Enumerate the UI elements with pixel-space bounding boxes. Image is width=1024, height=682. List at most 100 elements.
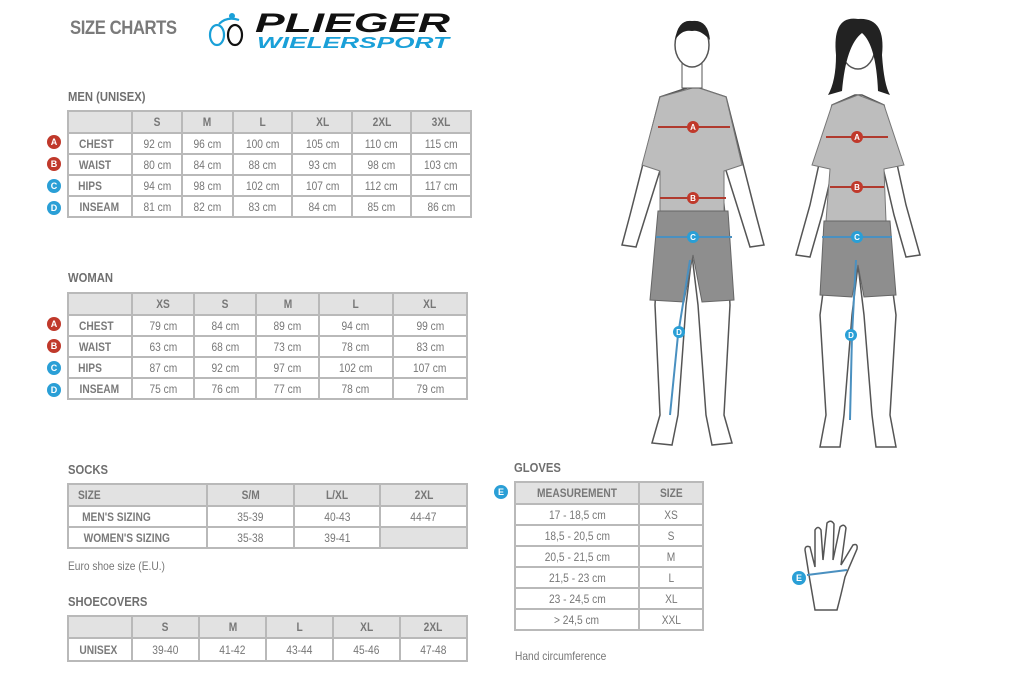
- cell-text: L: [668, 570, 674, 585]
- cell-text: 75 cm: [149, 381, 177, 396]
- table-cell: XXL: [638, 608, 704, 631]
- cell-text: CHEST: [79, 136, 114, 151]
- man-figure: [621, 20, 765, 446]
- table-cell: 35-38: [206, 526, 295, 549]
- table-row: 21,5 - 23 cm L: [514, 566, 704, 589]
- cell-text: M: [666, 549, 676, 564]
- socks-size-table: SIZE S/M L/XL 2XL MEN'S SIZING 35-39 40-43 44-4…: [67, 483, 468, 549]
- table-cell: 83 cm: [391, 335, 469, 358]
- cell-text: 68 cm: [211, 339, 240, 354]
- cell-text: 117 cm: [424, 178, 458, 193]
- table-cell: 18,5 - 20,5 cm: [514, 524, 640, 547]
- cell-text: MEN'S SIZING: [82, 509, 151, 524]
- brand-logo: PLIEGER WIELERSPORT: [208, 8, 451, 52]
- cell-text: 97 cm: [273, 360, 302, 375]
- table-row: INSEAM 75 cm 76 cm 77 cm 78 cm 79 cm: [67, 377, 469, 400]
- table-header-row: SIZE S/M L/XL 2XL: [67, 483, 468, 507]
- cell-text: WOMEN'S SIZING: [83, 530, 170, 545]
- table-cell: SIZE: [638, 481, 704, 505]
- table-cell: 3XL: [410, 110, 472, 134]
- cell-text: S/M: [241, 488, 260, 502]
- table-cell: 112 cm: [351, 174, 413, 197]
- table-row: 20,5 - 21,5 cm M: [514, 545, 704, 568]
- table-cell: 41-42: [198, 637, 267, 662]
- svg-text:WIELERSPORT: WIELERSPORT: [257, 35, 451, 52]
- table-cell: 100 cm: [231, 132, 294, 155]
- cell-text: SIZE: [78, 488, 101, 502]
- table-cell: MEN'S SIZING: [67, 505, 208, 528]
- cell-text: 43-44: [286, 642, 313, 657]
- cell-text: 84 cm: [308, 199, 337, 214]
- table-cell: 92 cm: [193, 356, 258, 379]
- table-row: 17 - 18,5 cm XS: [514, 503, 704, 526]
- table-cell: 94 cm: [130, 174, 184, 197]
- table-cell: WAIST: [67, 335, 133, 358]
- svg-text:B: B: [854, 183, 860, 192]
- table-cell: S/M: [206, 483, 295, 507]
- cell-text: XL: [664, 591, 678, 606]
- socks-note: Euro shoe size (E.U.): [68, 559, 165, 573]
- badge-a: A: [47, 135, 61, 149]
- table-cell: 2XL: [399, 615, 468, 639]
- badge-d: D: [47, 383, 61, 397]
- cell-text: 92 cm: [143, 136, 172, 151]
- cell-text: 47-48: [420, 642, 447, 657]
- bicycle-icon: [208, 13, 244, 47]
- svg-text:E: E: [796, 573, 802, 583]
- table-cell: 92 cm: [130, 132, 184, 155]
- table-cell: 68 cm: [193, 335, 258, 358]
- table-cell: XL: [291, 110, 354, 134]
- badge-e: E: [494, 485, 508, 499]
- cell-text: 102 cm: [338, 360, 373, 375]
- table-cell: CHEST: [67, 132, 133, 155]
- cell-text: 2XL: [414, 488, 434, 502]
- hand-figure: E: [792, 520, 858, 611]
- cell-text: L: [296, 620, 303, 634]
- cell-text: 85 cm: [367, 199, 396, 214]
- cell-text: INSEAM: [79, 199, 120, 214]
- table-cell: UNISEX: [67, 637, 133, 662]
- cell-text: 86 cm: [427, 199, 455, 214]
- table-cell: 88 cm: [231, 153, 294, 176]
- svg-text:C: C: [854, 233, 860, 242]
- table-cell: SIZE: [67, 483, 208, 507]
- cell-text: 107 cm: [413, 360, 447, 375]
- cell-text: 103 cm: [424, 157, 458, 172]
- table-cell: XL: [391, 292, 469, 316]
- table-cell: HIPS: [67, 356, 133, 379]
- table-row: MEN'S SIZING 35-39 40-43 44-47: [67, 505, 468, 528]
- table-cell: 79 cm: [130, 314, 196, 337]
- table-cell: 23 - 24,5 cm: [514, 587, 640, 610]
- cell-text: S: [153, 115, 161, 129]
- cell-text: 88 cm: [248, 157, 277, 172]
- table-cell: S: [131, 615, 200, 639]
- table-cell: [67, 292, 133, 316]
- cell-text: 94 cm: [143, 178, 172, 193]
- table-cell: 96 cm: [181, 132, 234, 155]
- men-section-label: MEN (UNISEX): [68, 90, 146, 104]
- table-cell: 84 cm: [181, 153, 234, 176]
- cell-text: 45-46: [353, 642, 380, 657]
- table-cell: 20,5 - 21,5 cm: [514, 545, 640, 568]
- table-cell: L: [317, 292, 394, 316]
- table-cell: 39-41: [292, 526, 382, 549]
- cell-text: WAIST: [78, 157, 112, 172]
- cell-text: XS: [156, 297, 170, 311]
- cell-text: XXL: [661, 612, 681, 627]
- table-cell: 99 cm: [391, 314, 469, 337]
- table-cell: CHEST: [67, 314, 133, 337]
- cell-text: 35-39: [237, 509, 264, 524]
- badge-b: B: [47, 339, 61, 353]
- table-cell: 94 cm: [317, 314, 394, 337]
- cell-text: XS: [664, 507, 678, 522]
- table-cell: 76 cm: [193, 377, 258, 400]
- table-cell: 21,5 - 23 cm: [514, 566, 640, 589]
- cell-text: 17 - 18,5 cm: [548, 507, 606, 522]
- measurement-markers: A B C D A B C D: [673, 121, 863, 341]
- table-cell: S: [130, 110, 184, 134]
- cell-text: S: [162, 620, 169, 634]
- cell-text: 77 cm: [273, 381, 302, 396]
- table-cell: 84 cm: [193, 314, 258, 337]
- cell-text: L: [352, 297, 359, 311]
- badge-c: C: [47, 361, 61, 375]
